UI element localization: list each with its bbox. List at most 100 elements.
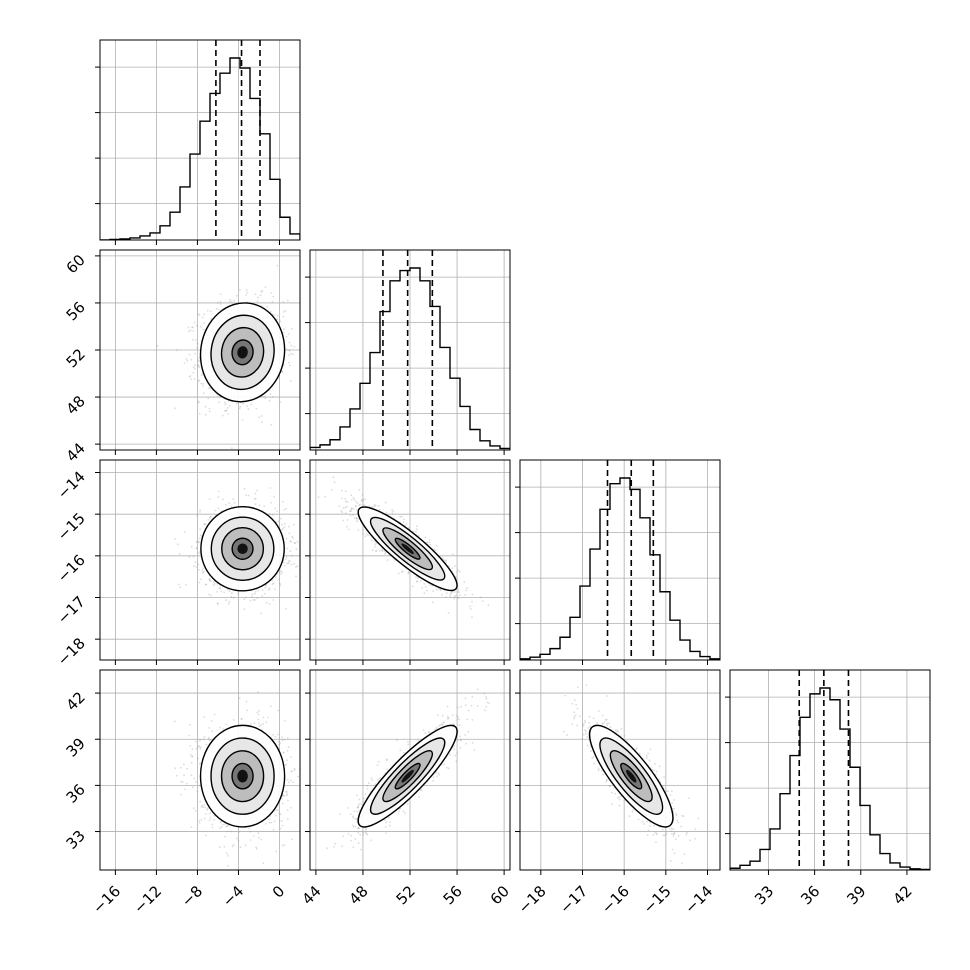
scatter-point <box>381 547 384 550</box>
scatter-point <box>375 549 378 552</box>
scatter-point <box>279 584 282 587</box>
scatter-point <box>183 362 186 364</box>
scatter-point <box>356 502 359 505</box>
scatter-point <box>345 500 347 503</box>
scatter-point <box>202 738 205 740</box>
scatter-point <box>209 515 212 518</box>
scatter-point <box>283 364 285 367</box>
scatter-point <box>356 520 358 523</box>
scatter-point <box>279 582 281 585</box>
scatter-point <box>290 563 293 566</box>
scatter-point <box>384 501 387 504</box>
scatter-point <box>228 301 231 303</box>
scatter-point <box>196 364 199 367</box>
scatter-point <box>444 559 447 562</box>
scatter-point <box>193 378 196 380</box>
scatter-point <box>192 786 194 789</box>
scatter-point <box>276 264 279 267</box>
scatter-point <box>280 528 283 531</box>
scatter-point <box>355 509 358 511</box>
scatter-point <box>192 371 195 374</box>
scatter-point <box>283 844 286 846</box>
scatter-point <box>401 571 403 574</box>
scatter-point <box>285 348 288 350</box>
scatter-point <box>198 537 201 540</box>
scatter-point <box>257 722 260 725</box>
scatter-point <box>425 541 428 544</box>
scatter-point <box>296 541 299 543</box>
scatter-point <box>285 537 288 540</box>
scatter-point <box>232 596 235 599</box>
scatter-point <box>252 599 255 601</box>
scatter-point <box>362 504 365 506</box>
panel-content <box>310 250 510 450</box>
scatter-point <box>243 598 246 601</box>
scatter-point <box>209 457 211 459</box>
scatter-point <box>282 315 285 318</box>
scatter-point <box>202 567 205 570</box>
scatter-point <box>199 528 202 531</box>
scatter-point <box>198 366 201 369</box>
scatter-point <box>302 550 304 552</box>
scatter-point <box>205 413 207 416</box>
scatter-point <box>228 502 231 505</box>
scatter-point <box>350 499 353 501</box>
panel-1-1 <box>305 249 511 455</box>
scatter-point <box>291 535 294 538</box>
scatter-point <box>439 588 442 591</box>
scatter-point <box>338 505 341 507</box>
scatter-point <box>174 407 176 410</box>
scatter-point <box>260 724 262 727</box>
scatter-point <box>194 339 197 341</box>
scatter-point <box>199 326 202 328</box>
scatter-point <box>271 514 274 516</box>
scatter-point <box>346 519 349 521</box>
scatter-point <box>197 563 200 566</box>
scatter-point <box>294 542 296 545</box>
density-core-2-0 <box>237 543 248 555</box>
scatter-point <box>279 320 282 323</box>
scatter-point <box>280 573 282 575</box>
scatter-point <box>364 535 367 538</box>
scatter-point <box>344 498 347 500</box>
scatter-point <box>290 344 293 347</box>
scatter-point <box>213 583 216 585</box>
scatter-point <box>445 561 448 564</box>
scatter-point <box>197 380 200 383</box>
scatter-point <box>283 526 286 528</box>
scatter-point <box>405 523 408 525</box>
scatter-point <box>469 605 472 608</box>
scatter-point <box>197 365 200 368</box>
scatter-point <box>202 328 205 331</box>
scatter-point <box>219 726 221 729</box>
scatter-point <box>288 341 291 344</box>
scatter-point <box>208 593 210 596</box>
scatter-point <box>429 543 431 546</box>
scatter-point <box>355 505 357 508</box>
scatter-point <box>284 309 287 312</box>
scatter-point <box>415 528 418 531</box>
scatter-point <box>200 578 202 581</box>
scatter-point <box>209 812 212 814</box>
panel-content <box>100 250 300 459</box>
scatter-point <box>209 580 212 582</box>
scatter-point <box>378 509 381 511</box>
scatter-point <box>281 571 284 574</box>
scatter-point <box>428 541 431 544</box>
scatter-point <box>367 534 369 537</box>
scatter-point <box>333 481 336 484</box>
scatter-point <box>272 295 275 298</box>
scatter-point <box>222 498 224 501</box>
scatter-point <box>435 588 438 591</box>
scatter-point <box>195 541 198 543</box>
scatter-point <box>447 612 450 614</box>
scatter-point <box>260 838 263 841</box>
scatter-point <box>362 533 365 535</box>
scatter-point <box>197 552 200 555</box>
scatter-point <box>199 746 202 749</box>
scatter-point <box>402 518 405 520</box>
scatter-point <box>377 505 380 507</box>
scatter-point <box>291 353 294 356</box>
scatter-point <box>449 594 452 596</box>
scatter-point <box>347 528 350 531</box>
